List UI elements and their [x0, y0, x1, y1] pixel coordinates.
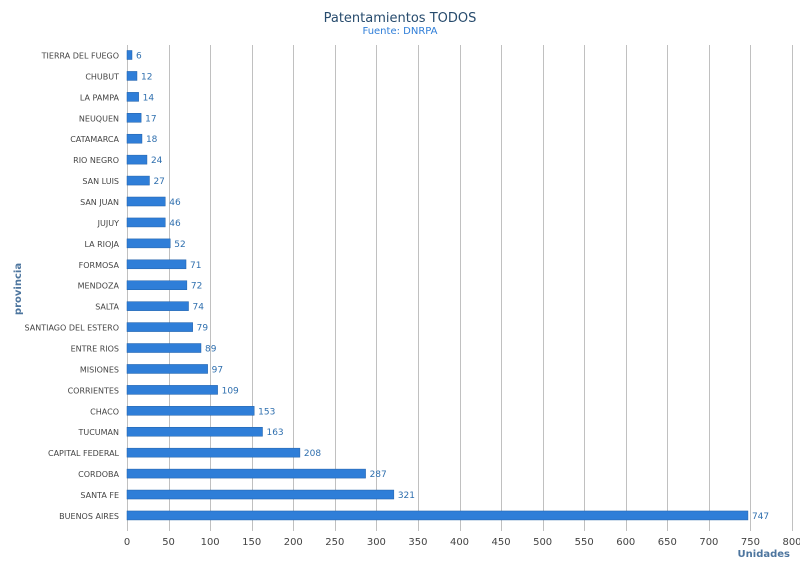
bar	[126, 175, 150, 186]
data-label: 74	[193, 303, 205, 313]
y-category-label: CATAMARCA	[70, 135, 119, 144]
gridlines	[127, 45, 793, 531]
data-label: 72	[191, 282, 202, 292]
y-axis-title: provincia	[13, 263, 24, 315]
bar	[126, 113, 142, 123]
y-category-label: SALTA	[95, 303, 119, 312]
data-label: 208	[304, 449, 321, 459]
y-category-label: TIERRA DEL FUEGO	[41, 52, 119, 61]
y-category-label: TUCUMAN	[77, 428, 119, 437]
y-category-label: LA PAMPA	[80, 93, 120, 102]
bar	[126, 280, 188, 290]
y-category-label: ENTRE RIOS	[71, 345, 119, 354]
y-category-label: SAN LUIS	[82, 177, 119, 186]
x-tick-label: 300	[367, 537, 386, 548]
y-category-label: BUENOS AIRES	[59, 512, 119, 521]
data-label: 27	[153, 177, 164, 187]
y-category-label: SAN JUAN	[80, 198, 119, 207]
bar	[126, 426, 263, 437]
y-category-label: JUJUY	[97, 219, 119, 228]
bar	[126, 50, 133, 60]
x-tick-label: 500	[533, 537, 552, 548]
x-tick-label: 700	[699, 537, 718, 548]
bar	[126, 364, 208, 374]
data-label: 287	[370, 470, 387, 480]
y-category-label: FORMOSA	[79, 261, 120, 270]
y-category-label: CORDOBA	[78, 470, 119, 479]
x-tick-label: 350	[408, 537, 427, 548]
data-label: 79	[197, 324, 209, 334]
data-label: 18	[146, 135, 158, 145]
y-category-label: SANTIAGO DEL ESTERO	[25, 324, 119, 333]
x-tick-label: 550	[575, 537, 594, 548]
x-tick-label: 0	[124, 537, 130, 548]
bar	[126, 406, 255, 416]
bar	[126, 92, 139, 102]
data-label: 163	[266, 428, 283, 438]
bar	[126, 217, 166, 228]
x-tick-label: 100	[201, 537, 220, 548]
x-tick-label: 200	[284, 537, 303, 548]
data-label: 17	[145, 114, 156, 124]
x-tick-label: 650	[658, 537, 677, 548]
y-category-label: CHACO	[90, 407, 119, 416]
y-category-label: CAPITAL FEDERAL	[48, 449, 120, 458]
data-label: 24	[151, 156, 163, 166]
y-category-label: NEUQUEN	[79, 114, 119, 123]
data-label: 46	[169, 219, 181, 229]
x-axis-title: Unidades	[738, 549, 791, 560]
y-category-label: RIO NEGRO	[73, 156, 119, 165]
data-label: 12	[141, 72, 152, 82]
chart-title: Patentamientos TODOS	[324, 11, 477, 26]
y-category-label: MISIONES	[80, 365, 119, 374]
data-label: 153	[258, 407, 275, 417]
bar	[126, 196, 166, 207]
y-category-label: CORRIENTES	[68, 386, 119, 395]
y-axis-category-labels: TIERRA DEL FUEGO CHUBUT LA PAMPA NEUQUEN CAT…	[25, 52, 120, 521]
bar	[126, 510, 749, 521]
data-label: 6	[136, 52, 142, 62]
bar	[126, 489, 395, 500]
data-label: 747	[752, 512, 769, 522]
bar	[126, 385, 218, 395]
data-label: 52	[174, 240, 185, 250]
y-category-label: LA RIOJA	[84, 240, 119, 249]
bar	[126, 468, 366, 479]
y-category-label: SANTA FE	[80, 491, 119, 500]
x-tick-label: 250	[325, 537, 344, 548]
x-axis-tick-labels: 0 50 100 150 200 250 300 350 400 450 500 550 600 650 7…	[124, 537, 800, 548]
x-tick-label: 800	[782, 537, 800, 548]
data-label: 89	[205, 345, 217, 355]
bar	[126, 343, 202, 353]
bar	[126, 71, 138, 81]
data-label: 97	[212, 365, 223, 375]
data-label: 71	[190, 261, 201, 271]
chart-subtitle: Fuente: DNRPA	[362, 26, 437, 37]
bars	[126, 50, 749, 521]
bar	[126, 259, 187, 270]
x-tick-label: 750	[741, 537, 760, 548]
data-label: 321	[398, 491, 415, 501]
x-tick-label: 450	[492, 537, 511, 548]
x-tick-label: 400	[450, 537, 469, 548]
data-label: 46	[169, 198, 181, 208]
y-category-label: MENDOZA	[78, 282, 120, 291]
data-label: 109	[222, 386, 239, 396]
bar	[126, 447, 301, 458]
bar	[126, 238, 171, 249]
bar	[126, 301, 189, 311]
x-tick-label: 50	[162, 537, 175, 548]
bar	[126, 322, 193, 332]
x-tick-label: 600	[616, 537, 635, 548]
x-tick-label: 150	[242, 537, 261, 548]
data-label: 14	[143, 93, 155, 103]
bar	[126, 133, 143, 144]
data-labels: 6 12 14 17 18 24 27 46 46 52 71 72 74 79 89 97 109 153 163…	[136, 52, 769, 522]
bar	[126, 154, 148, 165]
y-category-label: CHUBUT	[85, 72, 119, 81]
